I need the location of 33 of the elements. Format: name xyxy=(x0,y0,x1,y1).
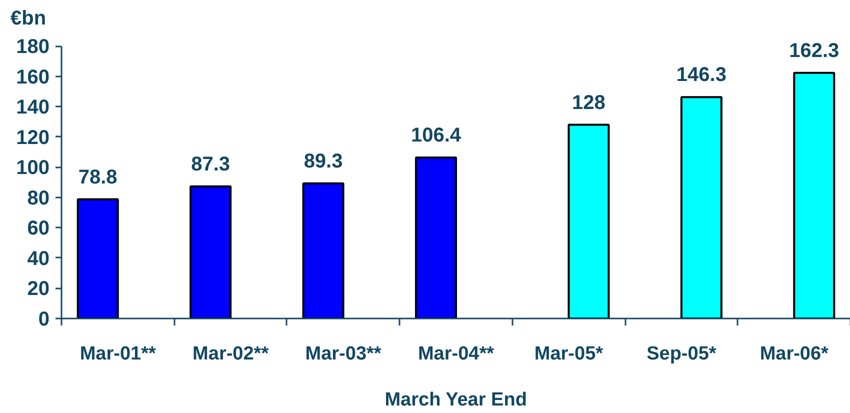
x-tick-label: Mar-04** xyxy=(418,344,495,364)
data-label: 128 xyxy=(572,92,606,114)
bar xyxy=(793,72,836,318)
x-axis-title: March Year End xyxy=(384,390,527,410)
data-label: 106.4 xyxy=(410,124,462,146)
x-tick-label: Mar-02** xyxy=(192,344,270,364)
x-tick-label: Mar-06* xyxy=(760,344,830,364)
bar xyxy=(190,185,232,318)
data-label: 78.8 xyxy=(78,166,118,188)
bar xyxy=(414,156,457,318)
y-tick-label: 40 xyxy=(27,248,50,270)
y-tick-label: 120 xyxy=(16,126,50,149)
bar xyxy=(76,198,119,318)
y-tick-label: 20 xyxy=(27,278,50,300)
data-label: 162.3 xyxy=(789,40,840,62)
bar xyxy=(568,124,610,318)
x-tick-label: Mar-01** xyxy=(80,344,156,364)
bar xyxy=(302,182,344,318)
y-tick-label: 0 xyxy=(38,308,50,330)
y-tick-label: 160 xyxy=(16,66,50,88)
data-label: 89.3 xyxy=(304,150,343,172)
x-tick-label: Sep-05* xyxy=(646,344,717,364)
data-label: 87.3 xyxy=(191,153,230,176)
y-tick-label: 80 xyxy=(27,187,50,210)
data-label: 146.3 xyxy=(676,64,726,86)
x-tick-label: Mar-05* xyxy=(534,344,604,364)
bar xyxy=(680,96,722,318)
y-tick-label: 60 xyxy=(27,218,50,240)
y-tick-label: 140 xyxy=(16,96,50,119)
y-tick-label: 180 xyxy=(16,36,50,58)
y-tick-label: 100 xyxy=(16,157,50,180)
y-axis-title: €bn xyxy=(10,8,46,30)
x-tick-label: Mar-03** xyxy=(305,344,382,364)
